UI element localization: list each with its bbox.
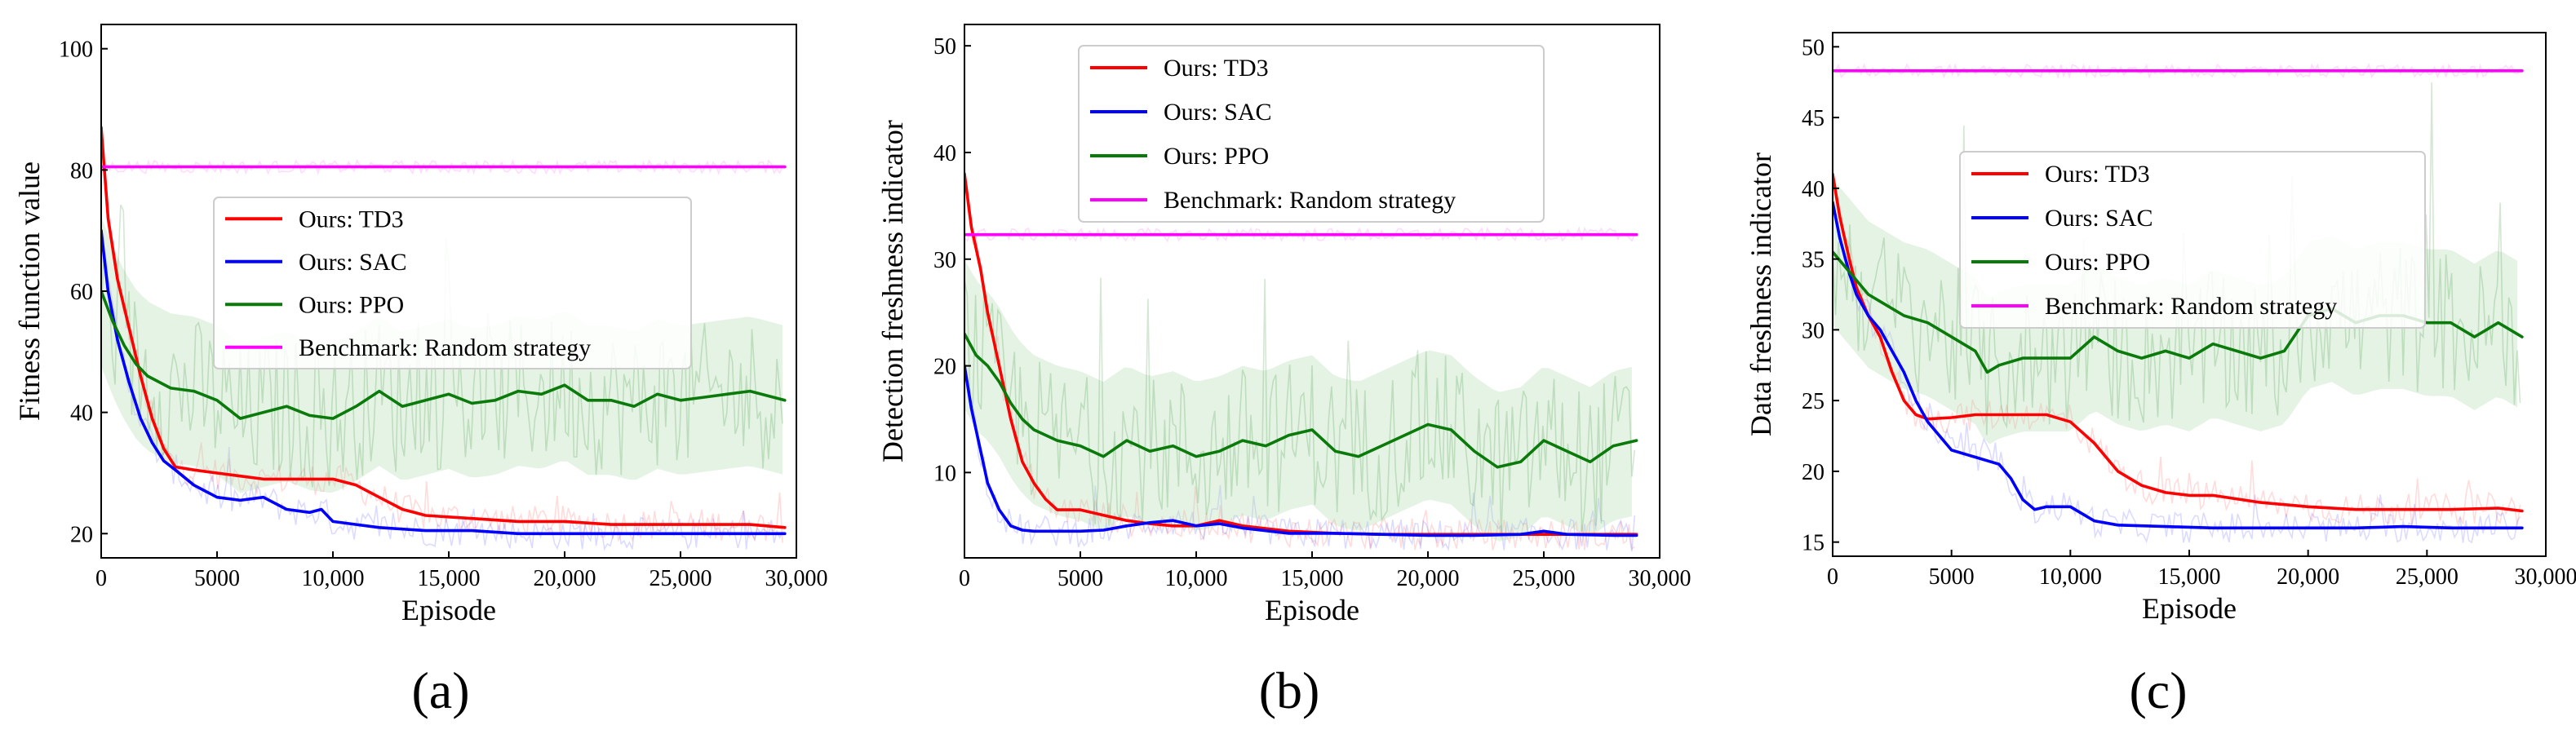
y-tick-label-b: 10 — [933, 461, 956, 486]
panel-label-b: (b) — [1259, 661, 1320, 719]
x-tick-label-b: 5000 — [1057, 566, 1103, 591]
panel-label-a: (a) — [411, 661, 469, 719]
x-axis-label-c: Episode — [2142, 592, 2237, 625]
y-tick-label-c: 30 — [1802, 318, 1824, 343]
y-tick-label-c: 40 — [1802, 177, 1824, 202]
x-tick-label-a: 10,000 — [302, 566, 365, 591]
legend-label-ours-sac: Ours: SAC — [299, 249, 407, 276]
x-tick-label-c: 5000 — [1929, 564, 1975, 590]
series-line-c-ours-td3 — [1833, 172, 2524, 513]
x-tick-label-b: 20,000 — [1397, 566, 1460, 591]
y-tick-label-a: 40 — [70, 401, 93, 427]
chart-panel-b: 0 5000 10,000 15,000 20,000 25,000 30,000 10 20 3… — [876, 24, 1691, 626]
y-tick-label-c: 45 — [1802, 106, 1824, 131]
chart-panel-a: 0 5000 10,000 15,000 20,000 25,000 30,000 20 40 6… — [13, 24, 828, 626]
x-tick-label-a: 25,000 — [650, 566, 712, 591]
legend-label-ours-ppo: Ours: PPO — [1164, 143, 1269, 170]
x-tick-label-a: 0 — [95, 566, 107, 591]
y-tick-label-b: 30 — [933, 248, 956, 273]
raw-trace-c-ours-sac — [1833, 198, 2521, 544]
y-tick-label-c: 25 — [1802, 389, 1824, 414]
x-tick-label-a: 5000 — [194, 566, 240, 591]
y-tick-label-c: 50 — [1802, 35, 1824, 60]
series-line-a-ours-ppo — [101, 290, 787, 420]
legend-label-benchmark-random-strategy: Benchmark: Random strategy — [1164, 187, 1456, 214]
x-tick-label-b: 25,000 — [1513, 566, 1576, 591]
x-tick-label-b: 30,000 — [1629, 566, 1691, 591]
band-b-ours-ppo — [964, 259, 1632, 542]
legend-b: Ours: TD3 Ours: SAC Ours: PPO Benchmark: Ra… — [1078, 45, 1545, 223]
y-tick-label-b: 40 — [933, 141, 956, 166]
y-tick-label-c: 15 — [1802, 531, 1824, 556]
legend-label-ours-ppo: Ours: PPO — [2045, 249, 2150, 276]
x-tick-label-a: 20,000 — [534, 566, 596, 591]
x-tick-label-c: 20,000 — [2277, 564, 2339, 590]
y-tick-label-a: 60 — [70, 280, 93, 305]
x-axis-label-a: Episode — [401, 594, 496, 626]
chart-panel-c: 0 5000 10,000 15,000 20,000 25,000 30,000 15 20 2… — [1745, 32, 2576, 625]
legend-label-ours-ppo: Ours: PPO — [299, 291, 404, 318]
y-axis-label-c: Data freshness indicator — [1745, 153, 1777, 436]
series-line-a-ours-td3 — [101, 126, 787, 529]
x-tick-label-a: 30,000 — [765, 566, 828, 591]
legend-label-ours-td3: Ours: TD3 — [1164, 55, 1269, 82]
x-tick-label-c: 15,000 — [2158, 564, 2221, 590]
y-tick-label-c: 20 — [1802, 460, 1824, 485]
x-tick-label-c: 0 — [1827, 564, 1838, 590]
x-tick-label-a: 15,000 — [418, 566, 481, 591]
y-axis-label-b: Detection freshness indicator — [876, 120, 909, 462]
legend-label-benchmark-random-strategy: Benchmark: Random strategy — [299, 334, 591, 361]
series-line-c-ours-sac — [1833, 201, 2524, 530]
legend-c: Ours: TD3 Ours: SAC Ours: PPO Benchmark: Ra… — [1959, 151, 2426, 329]
legend-label-ours-td3: Ours: TD3 — [299, 206, 404, 232]
series-line-b-ours-sac — [964, 364, 1638, 537]
y-tick-label-c: 35 — [1802, 248, 1824, 273]
y-tick-label-a: 100 — [59, 38, 93, 63]
y-tick-label-a: 20 — [70, 522, 93, 547]
series-line-b-ours-ppo — [964, 332, 1638, 469]
legend-a: Ours: TD3 Ours: SAC Ours: PPO Benchmark: Ra… — [213, 197, 692, 369]
y-tick-label-b: 50 — [933, 34, 956, 60]
x-tick-label-c: 25,000 — [2396, 564, 2459, 590]
x-tick-label-c: 30,000 — [2515, 564, 2576, 590]
panel-label-c: (c) — [2129, 661, 2187, 719]
raw-trace-b-ours-ppo — [964, 277, 1636, 537]
series-line-a-ours-sac — [101, 228, 787, 536]
x-tick-label-b: 0 — [959, 566, 970, 591]
x-tick-label-b: 10,000 — [1165, 566, 1228, 591]
x-axis-label-b: Episode — [1265, 594, 1359, 626]
raw-trace-c-ours-td3 — [1833, 184, 2521, 526]
legend-label-ours-td3: Ours: TD3 — [2045, 161, 2150, 188]
legend-label-ours-sac: Ours: SAC — [2045, 205, 2153, 232]
y-tick-label-b: 20 — [933, 355, 956, 380]
y-axis-label-a: Fitness function value — [13, 161, 46, 421]
plot-area-b — [964, 166, 1638, 552]
y-tick-label-a: 80 — [70, 158, 93, 184]
legend-label-benchmark-random-strategy: Benchmark: Random strategy — [2045, 293, 2337, 320]
x-tick-label-b: 15,000 — [1281, 566, 1344, 591]
legend-label-ours-sac: Ours: SAC — [1164, 99, 1272, 126]
x-tick-label-c: 10,000 — [2039, 564, 2102, 590]
